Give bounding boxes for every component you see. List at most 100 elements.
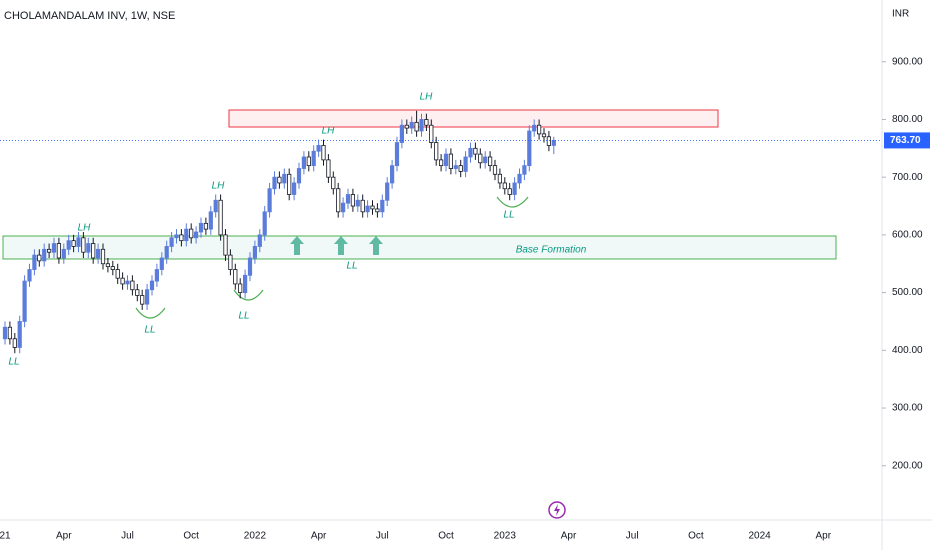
candle-body bbox=[105, 263, 110, 268]
arc bbox=[233, 289, 264, 301]
candle-body bbox=[257, 234, 262, 247]
candle-body bbox=[438, 159, 444, 167]
candle-body bbox=[198, 222, 204, 233]
candle-body bbox=[125, 280, 130, 285]
annotation: LH bbox=[212, 181, 226, 192]
candle-body bbox=[336, 188, 341, 213]
candle-body bbox=[27, 269, 32, 282]
candle-body bbox=[316, 145, 321, 152]
candle-body bbox=[478, 153, 483, 164]
annotation: LL bbox=[238, 311, 249, 322]
annotation: LH bbox=[322, 126, 336, 137]
candle-body bbox=[164, 246, 169, 259]
event-icon[interactable] bbox=[548, 501, 566, 519]
candle-body bbox=[247, 257, 253, 276]
candle-body bbox=[100, 248, 106, 265]
candle-body bbox=[218, 199, 223, 236]
candle-body bbox=[512, 182, 517, 195]
candle-body bbox=[208, 211, 213, 230]
candle-body bbox=[345, 194, 351, 204]
x-tick-label: 2022 bbox=[244, 531, 267, 542]
candle-body bbox=[287, 173, 292, 195]
candle-body bbox=[174, 234, 179, 239]
candle-body bbox=[551, 140, 556, 146]
x-tick-label: 21 bbox=[0, 531, 11, 542]
candle-body bbox=[2, 326, 8, 340]
candle-body bbox=[546, 136, 552, 146]
arrows bbox=[290, 236, 383, 255]
candle-body bbox=[238, 283, 243, 294]
candle-body bbox=[497, 173, 503, 184]
candle-body bbox=[394, 142, 400, 167]
y-tick-label: 800.00 bbox=[892, 114, 923, 125]
candle-body bbox=[463, 156, 468, 172]
candle-body bbox=[149, 280, 155, 291]
candle-body bbox=[32, 254, 37, 270]
candle-body bbox=[277, 176, 282, 184]
candle-body bbox=[434, 142, 439, 161]
annotation: LL bbox=[346, 261, 357, 272]
candle-body bbox=[86, 243, 91, 253]
candle-body bbox=[404, 124, 409, 129]
candle-body bbox=[140, 295, 145, 305]
candle-body bbox=[242, 274, 248, 294]
candle-body bbox=[453, 165, 458, 169]
candle-body bbox=[380, 199, 385, 213]
x-tick-label: Oct bbox=[688, 531, 704, 542]
candle-body bbox=[71, 240, 76, 247]
y-tick-label: 900.00 bbox=[892, 56, 923, 67]
candle-body bbox=[375, 208, 380, 213]
candle-body bbox=[360, 199, 365, 213]
candle-body bbox=[502, 182, 507, 190]
candle-body bbox=[115, 269, 120, 279]
smile-arcs bbox=[135, 196, 529, 319]
candle-body bbox=[532, 124, 537, 132]
candle-body bbox=[306, 156, 311, 167]
candle-body bbox=[110, 266, 115, 270]
currency: INR bbox=[892, 9, 909, 20]
annotation: LH bbox=[78, 223, 92, 234]
candle-body bbox=[130, 280, 135, 291]
x-tick-label: Apr bbox=[561, 531, 577, 542]
candle-body bbox=[522, 165, 527, 175]
candle-body bbox=[272, 176, 277, 190]
x-tick-label: Apr bbox=[56, 531, 72, 542]
candle-body bbox=[262, 211, 267, 236]
candle-body bbox=[517, 173, 522, 184]
candle-body bbox=[81, 237, 86, 253]
candle-body bbox=[76, 237, 81, 247]
candle-body bbox=[424, 119, 429, 126]
candle-body bbox=[409, 121, 414, 129]
arrow bbox=[334, 236, 348, 255]
y-tick-label: 200.00 bbox=[892, 460, 923, 471]
last-price-box bbox=[884, 132, 930, 149]
candle-body bbox=[483, 156, 488, 164]
resistance-zone bbox=[228, 109, 719, 128]
candle-body bbox=[389, 165, 395, 184]
event-bolt bbox=[554, 504, 560, 516]
candle-body bbox=[355, 199, 360, 207]
arrow bbox=[369, 236, 383, 255]
candle-body bbox=[541, 133, 547, 138]
candle-body bbox=[91, 243, 96, 259]
candle-body bbox=[154, 269, 159, 282]
candle-body bbox=[291, 182, 297, 195]
x-tick-label: 2023 bbox=[494, 531, 517, 542]
candle-body bbox=[385, 182, 390, 201]
candle-body bbox=[527, 130, 532, 167]
candle-body bbox=[169, 237, 174, 247]
candle-body bbox=[296, 168, 302, 184]
candle-body bbox=[537, 124, 542, 135]
candle-body bbox=[340, 202, 346, 213]
candle-body bbox=[159, 257, 164, 270]
candle-body bbox=[370, 205, 375, 210]
candle-body bbox=[448, 153, 454, 169]
candle-body bbox=[61, 248, 66, 259]
candle-body bbox=[120, 277, 125, 285]
candle-body bbox=[228, 254, 233, 270]
candle-body bbox=[47, 248, 52, 253]
y-tick-label: 700.00 bbox=[892, 172, 923, 183]
candle-body bbox=[135, 289, 140, 296]
candle-body bbox=[184, 228, 189, 242]
